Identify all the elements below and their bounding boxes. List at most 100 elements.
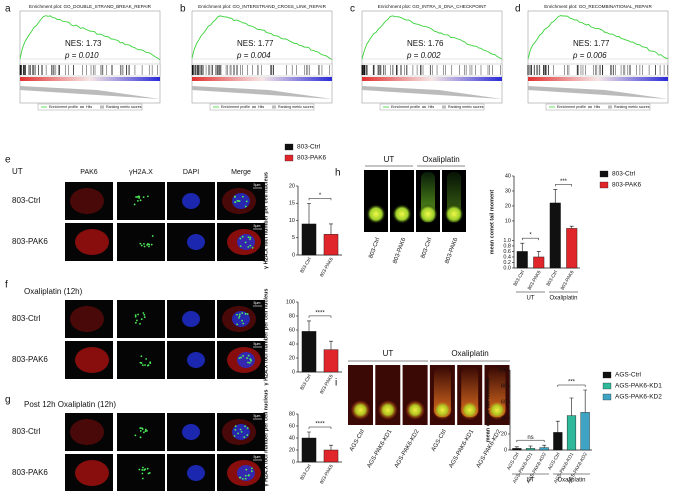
nucleus: [182, 311, 200, 327]
focus: [242, 322, 245, 325]
focus: [142, 196, 145, 199]
y-tick-label: 100: [286, 299, 295, 305]
y-axis-label: γ H2A.X foci number per cell nucleus: [263, 172, 269, 269]
y-tick-label: 20: [289, 447, 295, 453]
focus: [147, 364, 150, 367]
comet-head: [366, 204, 386, 224]
focus: [246, 434, 249, 436]
p-value: p = 0.004: [236, 51, 271, 60]
focus: [142, 466, 144, 469]
sig-bracket: [308, 198, 332, 201]
error-bar: [329, 444, 333, 450]
legend-swatch: [284, 143, 294, 151]
focus: [249, 236, 252, 239]
gsea-legend: Ranking metric scores: [448, 105, 484, 109]
scale-label: 5μm: [254, 414, 261, 418]
scale-label: 5μm: [254, 301, 261, 305]
y-tick-label: 40: [289, 435, 295, 441]
y-tick-label: 0.6: [503, 249, 511, 255]
x-tick-label: AGS-Ctrl: [547, 452, 562, 472]
channel-header: PAK6: [80, 169, 97, 176]
error-bar: [307, 431, 311, 438]
gsea-legend-box: [37, 103, 143, 111]
gsea-title: Enrichment plot: GO_RECOMBINATIONAL_REPA…: [544, 4, 652, 9]
focus: [133, 203, 136, 206]
legend-label: 803-PAK6: [612, 182, 642, 189]
bar: [301, 437, 317, 463]
focus: [138, 197, 140, 199]
nucleus: [232, 193, 250, 209]
focus: [135, 319, 138, 322]
channel-header: γH2A.X: [129, 169, 153, 176]
focus: [138, 468, 141, 471]
panel-label: b: [180, 4, 186, 15]
row-label: 803-Ctrl: [12, 196, 41, 205]
focus: [245, 468, 248, 471]
focus: [134, 314, 137, 317]
rank-gradient: [192, 77, 332, 81]
focus: [234, 428, 237, 431]
group-header: Oxaliplatin: [422, 155, 459, 164]
focus: [234, 425, 237, 428]
focus: [144, 468, 147, 471]
focus: [246, 313, 249, 315]
micrograph: [117, 454, 165, 491]
legend-label: AGS-PAK6-KD1: [615, 383, 662, 390]
focus: [240, 356, 242, 359]
group-header: UT: [384, 155, 395, 164]
focus: [139, 427, 142, 429]
error-bar: [528, 445, 533, 449]
error-bar: [569, 225, 574, 229]
focus: [247, 236, 250, 239]
row-label: 803-Ctrl: [12, 314, 41, 323]
focus: [141, 364, 144, 367]
scale-label: 5μm: [254, 342, 261, 346]
y-tick-label: 80: [501, 383, 507, 389]
x-tick-label: 803-PAK6: [319, 256, 335, 278]
gsea-legend: Hits: [428, 105, 434, 109]
sig-label: ***: [568, 380, 576, 386]
x-tick-label: AGS-Ctrl: [506, 452, 521, 472]
focus: [144, 364, 146, 366]
y-tick-label: 1.0: [503, 238, 511, 244]
error-bar: [536, 251, 541, 257]
legend-swatch: [599, 181, 609, 189]
comet-head: [377, 400, 398, 420]
gsea-legend-box: [209, 103, 315, 111]
p-value: p = 0.010: [64, 51, 99, 60]
focus: [240, 430, 243, 433]
rank-gradient: [20, 77, 160, 81]
error-bar: [555, 420, 560, 433]
cell-signal: [75, 229, 109, 255]
panel-label: h: [335, 168, 341, 179]
group-label: Oxaliplatin: [549, 296, 577, 302]
bar: [301, 331, 317, 373]
channel-header: DAPI: [183, 169, 199, 176]
scale-label: 5μm: [254, 183, 261, 187]
error-bar: [514, 446, 519, 449]
focus: [143, 245, 146, 248]
micrograph: [117, 223, 165, 261]
condition-label: Post 12h Oxaliplatin (12h): [24, 400, 116, 409]
comet-head: [392, 204, 412, 224]
focus: [142, 431, 145, 434]
legend-swatch: [272, 105, 276, 109]
bar: [301, 223, 317, 256]
legend-swatch: [602, 393, 612, 401]
nucleus: [237, 352, 255, 368]
comet-label: AGS-Ctrl: [349, 429, 366, 453]
focus: [241, 195, 244, 198]
nucleus: [187, 234, 205, 250]
micrograph: [65, 300, 113, 338]
focus: [246, 357, 249, 359]
rank-gradient: [362, 77, 502, 81]
focus: [142, 312, 145, 314]
focus: [139, 436, 142, 439]
sig-label: ns: [527, 435, 533, 441]
rank-area: [192, 86, 332, 99]
error-bar: [307, 320, 311, 332]
x-tick-label: 803-Ctrl: [299, 464, 313, 482]
bar: [323, 349, 339, 373]
y-axis-label: γ H2A.X foci number per cell nucleus: [263, 390, 269, 487]
rank-gradient: [528, 77, 668, 81]
